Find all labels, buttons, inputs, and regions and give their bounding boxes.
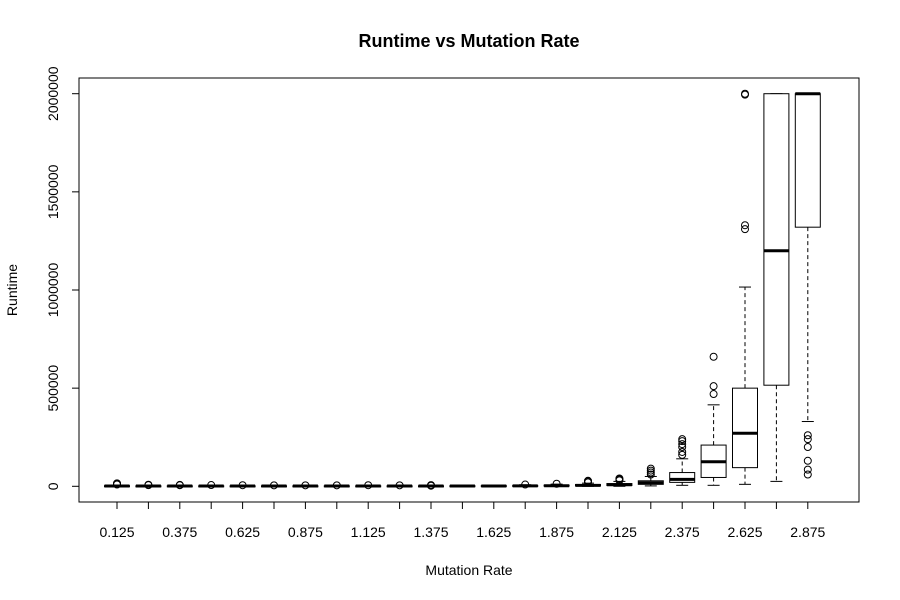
outlier-point xyxy=(521,480,530,489)
outlier-point xyxy=(709,382,718,391)
box-0.75 xyxy=(261,481,287,490)
x-tick-label: 2.875 xyxy=(790,524,825,540)
outlier-point xyxy=(741,221,749,230)
outlier-point xyxy=(301,481,310,490)
box-0.625 xyxy=(229,481,256,490)
box-2.25 xyxy=(637,464,664,487)
outlier-point xyxy=(207,481,216,490)
box-body xyxy=(669,472,696,483)
box-1.75 xyxy=(512,480,539,489)
outlier-point xyxy=(646,464,655,473)
box-0.125 xyxy=(104,479,130,489)
x-tick-label: 2.625 xyxy=(727,524,762,540)
outlier-point xyxy=(144,481,153,490)
box-body xyxy=(763,93,790,386)
box-body xyxy=(732,387,758,469)
box-body xyxy=(794,93,821,228)
outlier-point xyxy=(270,481,278,490)
outlier-point xyxy=(427,481,435,490)
outlier-point xyxy=(238,481,247,490)
box-1.375 xyxy=(418,481,444,490)
outlier-point xyxy=(803,443,812,452)
outlier-point xyxy=(803,435,812,444)
x-axis-label: Mutation Rate xyxy=(425,562,512,578)
box-1.25 xyxy=(386,481,413,490)
y-tick-label: 0 xyxy=(45,482,61,490)
outlier-point xyxy=(646,470,655,479)
outlier-point xyxy=(678,447,687,456)
box-2.625 xyxy=(732,89,758,485)
outlier-point xyxy=(646,468,655,477)
box-2 xyxy=(575,476,601,487)
x-tick-label: 0.375 xyxy=(162,524,197,540)
y-axis-label: Runtime xyxy=(4,264,20,316)
y-tick-label: 2000000 xyxy=(45,66,61,121)
x-tick-label: 1.875 xyxy=(539,524,574,540)
y-axis: 0 500000 1000000 1500000 2000000 xyxy=(45,66,79,490)
outlier-point xyxy=(364,481,373,490)
x-axis: 0.125 0.375 0.625 0.875 1.125 1.375 1.625 1.875… xyxy=(99,502,826,540)
boxes xyxy=(104,89,821,490)
box-1.625 xyxy=(480,484,507,488)
x-tick-label: 1.125 xyxy=(351,524,386,540)
x-tick-label: 1.625 xyxy=(476,524,511,540)
chart-title: Runtime vs Mutation Rate xyxy=(358,31,579,51)
box-2.375 xyxy=(669,435,696,486)
outlier-point xyxy=(678,450,687,459)
outlier-point xyxy=(709,352,718,361)
outlier-point xyxy=(584,476,592,485)
box-0.25 xyxy=(135,480,162,490)
outlier-point xyxy=(646,466,655,475)
box-2.5 xyxy=(700,352,727,486)
x-tick-label: 0.875 xyxy=(288,524,323,540)
box-0.5 xyxy=(198,481,225,490)
y-tick-label: 1000000 xyxy=(45,263,61,318)
x-tick-label: 1.375 xyxy=(413,524,448,540)
outlier-point xyxy=(332,481,341,490)
outlier-point xyxy=(803,431,812,440)
outlier-point xyxy=(552,479,561,488)
y-tick-label: 1500000 xyxy=(45,164,61,219)
x-tick-label: 0.625 xyxy=(225,524,260,540)
x-tick-label: 2.125 xyxy=(602,524,637,540)
outlier-point xyxy=(741,225,749,234)
box-2.125 xyxy=(606,474,633,487)
outlier-point xyxy=(709,390,718,399)
outlier-point xyxy=(803,465,812,474)
box-1.5 xyxy=(449,484,476,488)
outlier-point xyxy=(741,89,749,98)
outlier-point xyxy=(175,481,184,490)
outlier-point xyxy=(678,435,687,444)
box-1.125 xyxy=(355,481,382,490)
box-0.875 xyxy=(292,481,319,490)
box-1 xyxy=(323,481,350,490)
outlier-point xyxy=(395,481,404,490)
outlier-point xyxy=(678,443,687,452)
x-tick-label: 2.375 xyxy=(665,524,700,540)
outlier-point xyxy=(803,470,812,479)
outlier-point xyxy=(678,440,687,449)
outlier-point xyxy=(803,456,812,465)
outlier-point xyxy=(678,437,687,446)
outlier-point xyxy=(615,474,624,483)
outlier-point xyxy=(113,480,121,489)
y-tick-label: 500000 xyxy=(45,365,61,412)
box-2.875 xyxy=(794,92,821,479)
box-1.875 xyxy=(543,479,570,488)
box-2.75 xyxy=(763,93,790,482)
box-0.375 xyxy=(166,480,193,490)
x-tick-label: 0.125 xyxy=(99,524,134,540)
